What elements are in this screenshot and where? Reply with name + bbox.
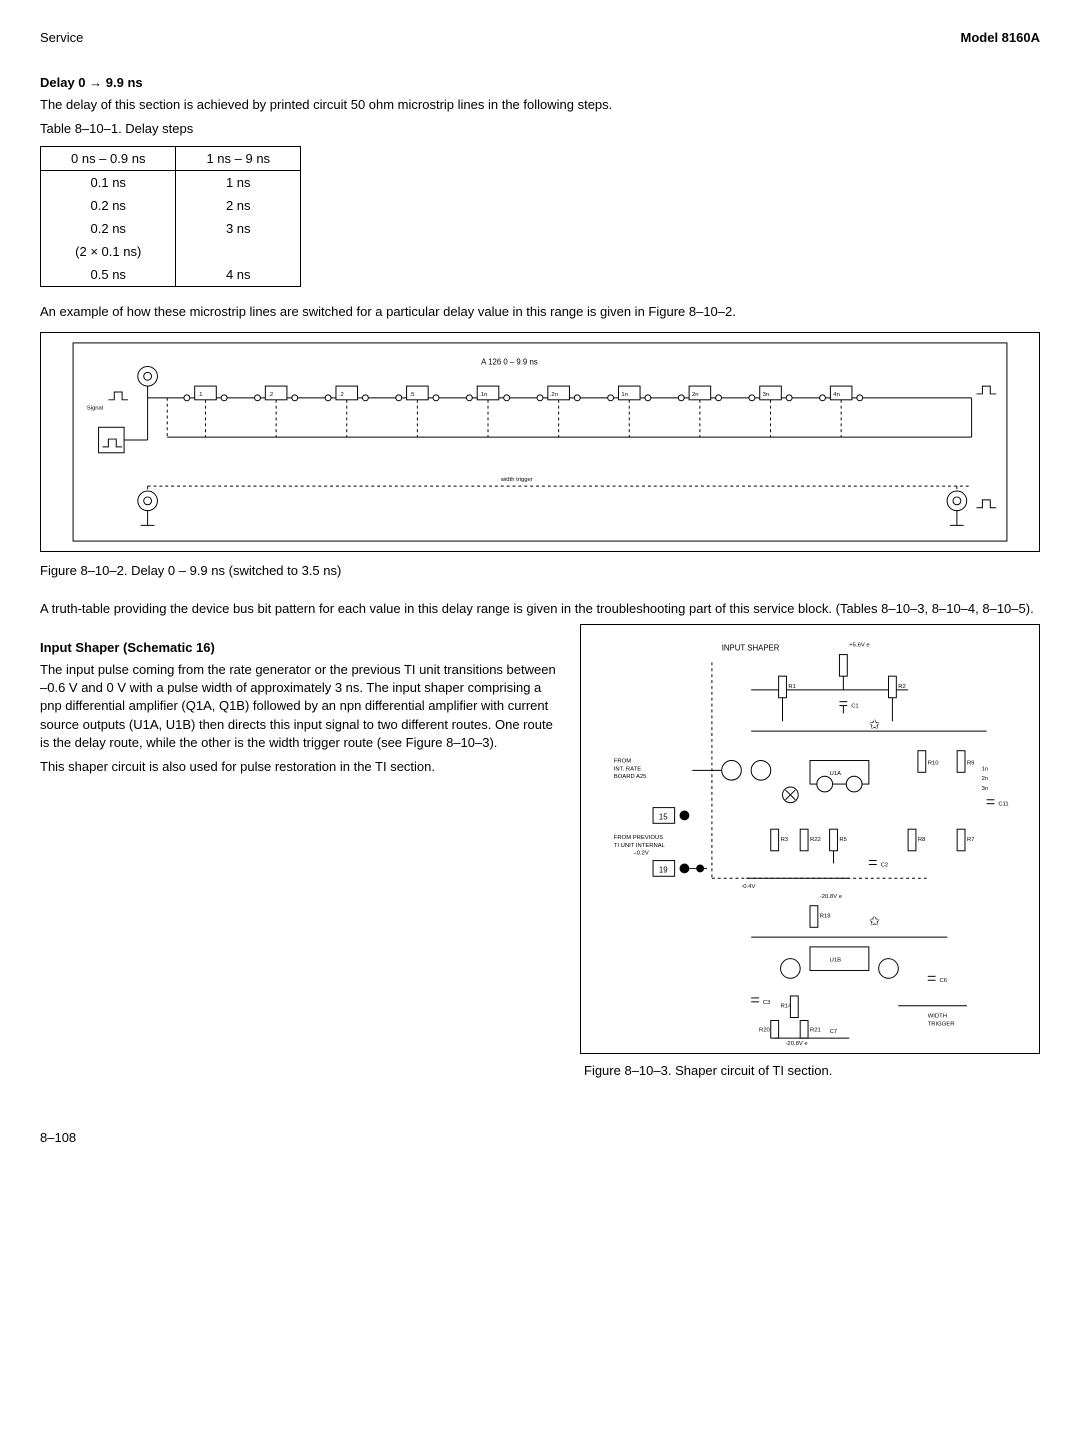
table-header-0: 0 ns – 0.9 ns xyxy=(41,147,176,171)
relay-label: .1 xyxy=(198,391,203,397)
relay-label: 2n xyxy=(692,391,699,397)
svg-text:+5.6V e: +5.6V e xyxy=(849,643,869,649)
truth-table-para: A truth-table providing the device bus b… xyxy=(40,600,1040,618)
table-cell: 0.2 ns xyxy=(41,194,176,217)
header-left: Service xyxy=(40,30,83,45)
svg-text:U1A: U1A xyxy=(830,771,842,777)
svg-text:U1B: U1B xyxy=(830,958,842,964)
table-cell: 0.2 ns xyxy=(41,217,176,240)
svg-text:R3: R3 xyxy=(781,837,789,843)
svg-text:-20.8V e: -20.8V e xyxy=(820,894,842,900)
table-caption: Table 8–10–1. Delay steps xyxy=(40,120,1040,138)
table-cell: 0.5 ns xyxy=(41,263,176,287)
after-table-text: An example of how these microstrip lines… xyxy=(40,303,1040,321)
page-number: 8–108 xyxy=(40,1130,1040,1145)
svg-text:FROM: FROM xyxy=(614,758,631,764)
svg-text:R2: R2 xyxy=(898,684,906,690)
svg-text:C3: C3 xyxy=(763,1000,771,1006)
page-header: Service Model 8160A xyxy=(40,30,1040,45)
table-cell: 2 ns xyxy=(176,194,301,217)
relay-label: .2 xyxy=(268,391,273,397)
section2-title: Input Shaper (Schematic 16) xyxy=(40,640,560,655)
relay-label: .2 xyxy=(339,391,344,397)
figure-8-10-3: INPUT SHAPER +5.6V e R1 R2 C1 xyxy=(580,624,1040,1054)
svg-text:TRIGGER: TRIGGER xyxy=(928,1021,955,1027)
width-trigger-out: WIDTH xyxy=(928,1013,947,1019)
svg-text:R8: R8 xyxy=(918,837,926,843)
svg-text:R5: R5 xyxy=(839,837,847,843)
svg-text:-20.8V e: -20.8V e xyxy=(785,1041,807,1045)
relay-label: 4n xyxy=(833,391,840,397)
figure2-caption: Figure 8–10–3. Shaper circuit of TI sect… xyxy=(584,1062,1040,1080)
table-cell: 0.1 ns xyxy=(41,171,176,195)
relay-label: .1n xyxy=(479,391,487,397)
fig2-title-label: INPUT SHAPER xyxy=(722,644,780,653)
svg-text:BOARD A25: BOARD A25 xyxy=(614,774,647,780)
delay-steps-table: 0 ns – 0.9 ns 1 ns – 9 ns 0.1 ns1 ns 0.2… xyxy=(40,146,301,287)
svg-text:3n: 3n xyxy=(982,786,989,792)
figure1-caption: Figure 8–10–2. Delay 0 – 9.9 ns (switche… xyxy=(40,562,1040,580)
svg-text:1n: 1n xyxy=(982,766,989,772)
table-header-1: 1 ns – 9 ns xyxy=(176,147,301,171)
table-cell: (2 × 0.1 ns) xyxy=(41,240,176,263)
section1-intro: The delay of this section is achieved by… xyxy=(40,96,1040,114)
box15-label: 15 xyxy=(659,812,668,821)
svg-text:✩: ✩ xyxy=(869,913,881,928)
svg-text:INT. RATE: INT. RATE xyxy=(614,766,641,772)
delay-schematic-svg: A 126 0 – 9.9 ns Signal xyxy=(47,339,1033,545)
section2-para2: This shaper circuit is also used for pul… xyxy=(40,758,560,776)
relay-label: 3n xyxy=(763,391,770,397)
svg-text:FROM PREVIOUS: FROM PREVIOUS xyxy=(614,835,663,841)
svg-text:–0.2V: –0.2V xyxy=(633,851,648,857)
svg-text:C2: C2 xyxy=(881,862,889,868)
signal-label: Signal xyxy=(87,405,103,411)
svg-text:2n: 2n xyxy=(982,776,989,782)
relay-chain: .1 .2 .2 .5 .1n xyxy=(138,386,996,525)
svg-text:R7: R7 xyxy=(967,837,975,843)
header-right: Model 8160A xyxy=(961,30,1040,45)
box19-label: 19 xyxy=(659,865,668,874)
table-cell xyxy=(176,240,301,263)
svg-text:R1: R1 xyxy=(788,684,796,690)
fig1-title-label: A 126 0 – 9.9 ns xyxy=(481,357,538,366)
svg-text:R18: R18 xyxy=(820,913,832,919)
figure-8-10-2: A 126 0 – 9.9 ns Signal xyxy=(40,332,1040,552)
svg-text:-0.4V: -0.4V xyxy=(741,884,755,890)
width-trigger-label: width trigger xyxy=(500,477,533,483)
svg-text:C6: C6 xyxy=(939,978,947,984)
svg-text:R22: R22 xyxy=(810,837,821,843)
svg-text:C11: C11 xyxy=(998,802,1008,808)
table-cell: 1 ns xyxy=(176,171,301,195)
svg-text:R14: R14 xyxy=(781,1004,793,1010)
svg-text:✩: ✩ xyxy=(869,717,881,732)
section2-para1: The input pulse coming from the rate gen… xyxy=(40,661,560,752)
svg-text:R10: R10 xyxy=(928,760,940,766)
svg-text:R21: R21 xyxy=(810,1027,821,1033)
section1-title: Delay 0 → 9.9 ns xyxy=(40,75,1040,90)
svg-text:R9: R9 xyxy=(967,760,975,766)
svg-text:TI UNIT INTERNAL: TI UNIT INTERNAL xyxy=(614,843,666,849)
shaper-schematic-svg: INPUT SHAPER +5.6V e R1 R2 C1 xyxy=(589,633,1031,1045)
svg-text:R20: R20 xyxy=(759,1027,771,1033)
table-cell: 4 ns xyxy=(176,263,301,287)
table-cell: 3 ns xyxy=(176,217,301,240)
relay-label: .2n xyxy=(550,391,558,397)
svg-text:C1: C1 xyxy=(851,703,859,709)
relay-label: 1n xyxy=(621,391,628,397)
svg-text:C7: C7 xyxy=(830,1029,838,1035)
relay-label: .5 xyxy=(410,391,416,397)
section2-text: Input Shaper (Schematic 16) The input pu… xyxy=(40,624,560,782)
